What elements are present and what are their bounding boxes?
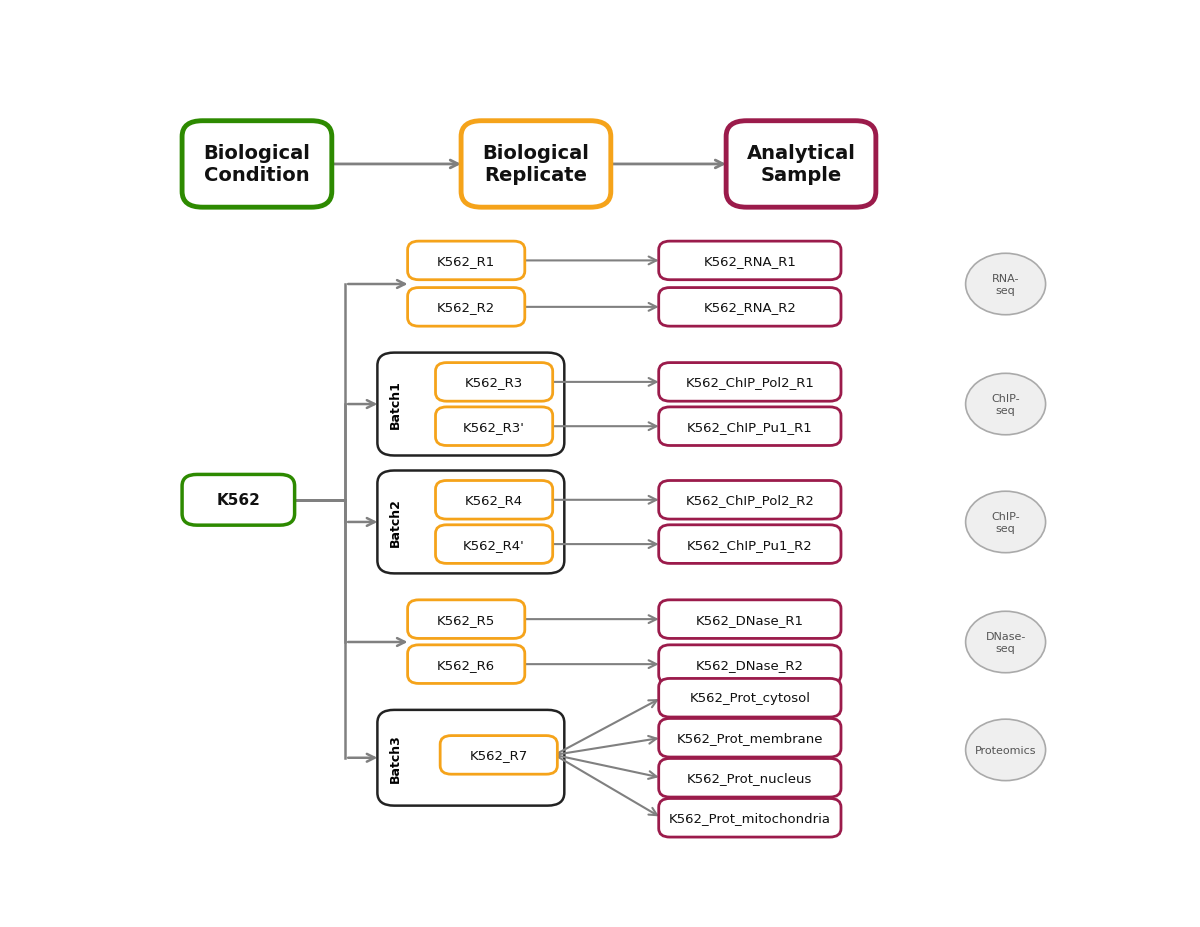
FancyBboxPatch shape xyxy=(659,600,841,639)
Text: K562: K562 xyxy=(216,493,260,508)
FancyBboxPatch shape xyxy=(659,758,841,797)
FancyBboxPatch shape xyxy=(436,408,553,446)
Text: K562_ChIP_Pol2_R1: K562_ChIP_Pol2_R1 xyxy=(685,376,815,389)
FancyBboxPatch shape xyxy=(377,471,564,574)
FancyBboxPatch shape xyxy=(408,645,524,684)
FancyBboxPatch shape xyxy=(182,475,295,526)
Text: K562_R4': K562_R4' xyxy=(463,538,524,551)
FancyBboxPatch shape xyxy=(461,121,611,208)
FancyBboxPatch shape xyxy=(659,718,841,757)
Text: Batch2: Batch2 xyxy=(389,498,402,547)
FancyBboxPatch shape xyxy=(182,121,332,208)
Text: K562_R3: K562_R3 xyxy=(464,376,523,389)
Circle shape xyxy=(966,254,1045,315)
Text: K562_R6: K562_R6 xyxy=(437,658,496,671)
Text: Proteomics: Proteomics xyxy=(974,745,1037,756)
Circle shape xyxy=(966,719,1045,781)
Text: ChIP-
seq: ChIP- seq xyxy=(991,394,1020,415)
Text: K562_ChIP_Pol2_R2: K562_ChIP_Pol2_R2 xyxy=(685,494,815,507)
FancyBboxPatch shape xyxy=(377,710,564,806)
Text: Analytical
Sample: Analytical Sample xyxy=(746,145,856,185)
Circle shape xyxy=(966,374,1045,436)
Text: K562_Prot_membrane: K562_Prot_membrane xyxy=(677,731,823,744)
Text: K562_R1: K562_R1 xyxy=(437,255,496,268)
FancyBboxPatch shape xyxy=(436,481,553,519)
Text: K562_Prot_cytosol: K562_Prot_cytosol xyxy=(689,692,810,705)
FancyBboxPatch shape xyxy=(408,288,524,327)
Text: K562_ChIP_Pu1_R1: K562_ChIP_Pu1_R1 xyxy=(686,420,812,433)
Text: K562_RNA_R2: K562_RNA_R2 xyxy=(703,301,797,314)
Text: ChIP-
seq: ChIP- seq xyxy=(991,512,1020,533)
FancyBboxPatch shape xyxy=(726,121,876,208)
FancyBboxPatch shape xyxy=(408,242,524,280)
Text: Batch1: Batch1 xyxy=(389,380,402,429)
Text: K562_DNase_R2: K562_DNase_R2 xyxy=(696,658,804,671)
Text: Batch3: Batch3 xyxy=(389,733,402,782)
Text: K562_DNase_R1: K562_DNase_R1 xyxy=(696,613,804,626)
Text: DNase-
seq: DNase- seq xyxy=(985,631,1026,654)
Text: K562_RNA_R1: K562_RNA_R1 xyxy=(703,255,797,268)
Text: K562_R2: K562_R2 xyxy=(437,301,496,314)
FancyBboxPatch shape xyxy=(659,799,841,837)
Text: K562_R7: K562_R7 xyxy=(469,749,528,762)
Text: K562_Prot_nucleus: K562_Prot_nucleus xyxy=(688,771,812,784)
FancyBboxPatch shape xyxy=(440,736,557,774)
Circle shape xyxy=(966,612,1045,673)
Circle shape xyxy=(966,491,1045,553)
Text: K562_R3': K562_R3' xyxy=(463,420,526,433)
Text: Biological
Replicate: Biological Replicate xyxy=(482,145,589,185)
Text: K562_ChIP_Pu1_R2: K562_ChIP_Pu1_R2 xyxy=(686,538,812,551)
FancyBboxPatch shape xyxy=(436,363,553,401)
FancyBboxPatch shape xyxy=(659,679,841,717)
FancyBboxPatch shape xyxy=(659,288,841,327)
FancyBboxPatch shape xyxy=(659,242,841,280)
FancyBboxPatch shape xyxy=(659,481,841,519)
FancyBboxPatch shape xyxy=(659,363,841,401)
FancyBboxPatch shape xyxy=(659,526,841,564)
Text: K562_R5: K562_R5 xyxy=(437,613,496,626)
FancyBboxPatch shape xyxy=(377,353,564,456)
FancyBboxPatch shape xyxy=(436,526,553,564)
Text: K562_R4: K562_R4 xyxy=(466,494,523,507)
Text: K562_Prot_mitochondria: K562_Prot_mitochondria xyxy=(668,811,830,824)
Text: Biological
Condition: Biological Condition xyxy=(204,145,311,185)
Text: RNA-
seq: RNA- seq xyxy=(992,273,1019,296)
FancyBboxPatch shape xyxy=(408,600,524,639)
FancyBboxPatch shape xyxy=(659,408,841,446)
FancyBboxPatch shape xyxy=(659,645,841,684)
